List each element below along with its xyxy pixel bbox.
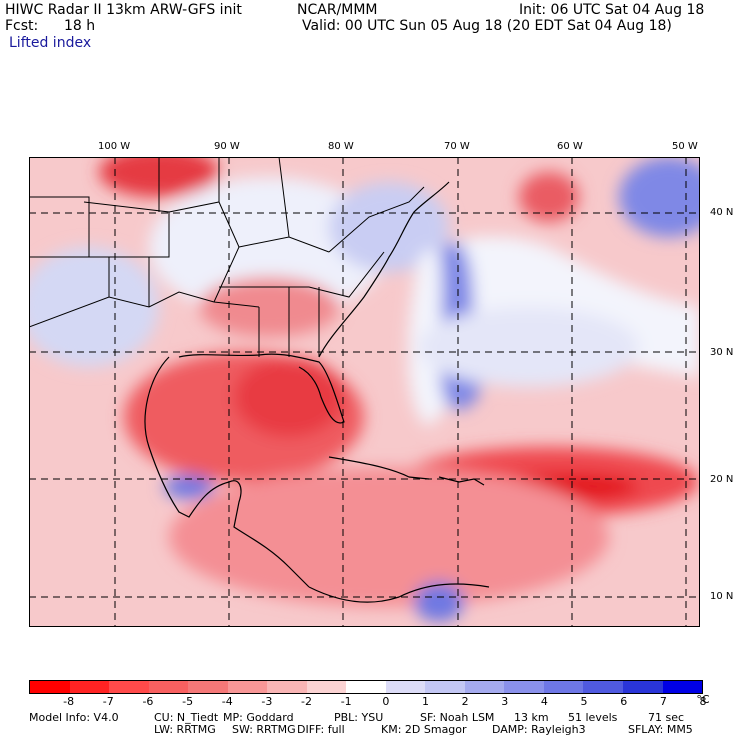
lon-label: 80 W xyxy=(328,141,354,152)
southeast-us-unstable xyxy=(199,277,339,337)
colorbar xyxy=(29,680,703,694)
colorbar-tick-label: -1 xyxy=(340,695,352,708)
colorbar-tick-label: 2 xyxy=(461,695,469,708)
footer-item: PBL: YSU xyxy=(334,711,384,724)
colorbar-tick-label: -5 xyxy=(182,695,194,708)
stable-region-central-us xyxy=(149,177,389,317)
valid-time: Valid: 00 UTC Sun 05 Aug 18 (20 EDT Sat … xyxy=(302,18,672,34)
colorbar-tick-label: 0 xyxy=(382,695,390,708)
lat-label: 20 N xyxy=(710,474,734,485)
colorbar-segment xyxy=(543,681,584,693)
state-border xyxy=(83,201,170,258)
colorbar-segment xyxy=(267,681,307,693)
lifted-index-map xyxy=(29,157,700,627)
footer-item: DIFF: full xyxy=(297,723,345,736)
colorbar-unit: °C xyxy=(696,693,710,706)
lat-label: 40 N xyxy=(710,207,734,218)
footer-item: SW: RRTMG xyxy=(232,723,296,736)
colorbar-tick-label: 1 xyxy=(421,695,429,708)
political-boundaries xyxy=(29,157,425,357)
colorbar-segment xyxy=(148,681,189,693)
cuba-coast xyxy=(328,456,430,480)
colorbar-segment xyxy=(109,681,149,693)
gulf-core xyxy=(234,357,344,437)
colorbar-segment xyxy=(30,681,70,693)
forecast-hour: 18 h xyxy=(64,18,96,34)
stable-region-northeast xyxy=(329,182,449,272)
footer-item: SFLAY: MM5 xyxy=(628,723,693,736)
footer-item: 71 sec xyxy=(648,711,685,724)
footer-item: 51 levels xyxy=(568,711,618,724)
state-border xyxy=(29,291,260,328)
footer-item: MP: Goddard xyxy=(223,711,294,724)
colorbar-segment xyxy=(622,681,663,693)
field-shading xyxy=(29,157,700,622)
footer-item: KM: 2D Smagor xyxy=(381,723,467,736)
lat-label: 30 N xyxy=(710,347,734,358)
central-america-coast xyxy=(308,583,490,603)
model-title: HIWC Radar II 13km ARW-GFS init xyxy=(5,2,242,18)
colorbar-tick-label: -6 xyxy=(142,695,154,708)
colorbar-segment xyxy=(346,681,386,693)
colorbar-tick-label: 5 xyxy=(580,695,588,708)
state-border xyxy=(168,201,240,303)
colorbar-tick-label: -2 xyxy=(301,695,312,708)
graticule xyxy=(29,157,700,627)
lon-label: 90 W xyxy=(214,141,240,152)
lat-label: 10 N xyxy=(710,591,734,602)
us-gulf-coast xyxy=(178,353,345,424)
colorbar-segment xyxy=(227,681,268,693)
north-atlantic-stable xyxy=(619,157,700,237)
state-border xyxy=(328,186,425,253)
map-frame xyxy=(29,157,700,627)
state-border xyxy=(29,196,90,258)
state-border xyxy=(219,251,385,298)
lon-label: 70 W xyxy=(444,141,470,152)
colorbar-segment xyxy=(69,681,110,693)
state-border xyxy=(158,157,290,238)
stable-region-plains xyxy=(29,247,159,367)
colorbar-segment xyxy=(385,681,426,693)
colorbar-segment xyxy=(662,681,703,693)
field-name: Lifted index xyxy=(9,35,92,51)
colorbar-segment xyxy=(425,681,465,693)
lon-label: 60 W xyxy=(557,141,583,152)
colorbar-segment xyxy=(583,681,623,693)
colorbar-segment xyxy=(464,681,505,693)
forecast-label: Fcst: xyxy=(5,18,39,34)
lon-label: 50 W xyxy=(672,141,698,152)
nova-scotia-unstable xyxy=(519,172,579,222)
state-border xyxy=(108,257,150,307)
map-canvas xyxy=(29,157,700,627)
coastlines xyxy=(144,181,490,603)
footer-item: 13 km xyxy=(514,711,549,724)
colorbar-segment xyxy=(188,681,228,693)
organization: NCAR/MMM xyxy=(297,2,378,18)
colorbar-tick-label: 6 xyxy=(620,695,628,708)
colorbar-tick-label: 3 xyxy=(501,695,509,708)
footer-item: Model Info: V4.0 xyxy=(29,711,119,724)
yucatan-stable-spot xyxy=(164,475,214,499)
colorbar-tick-label: 7 xyxy=(659,695,667,708)
gulf-coast xyxy=(144,356,310,588)
colorbar-tick-label: -7 xyxy=(102,695,114,708)
colorbar-tick-label: -3 xyxy=(261,695,273,708)
footer-item: SF: Noah LSM xyxy=(420,711,495,724)
us-east-coast xyxy=(318,181,450,358)
state-border xyxy=(258,287,320,357)
footer-item: LW: RRTMG xyxy=(154,723,216,736)
footer-item: DAMP: Rayleigh3 xyxy=(492,723,586,736)
lon-label: 100 W xyxy=(98,141,131,152)
central-atlantic-stable xyxy=(419,307,639,387)
south-america-stable-spot xyxy=(414,582,464,622)
colorbar-tick-label: -4 xyxy=(221,695,233,708)
colorbar-segment xyxy=(306,681,347,693)
footer-item: CU: N_Tiedt xyxy=(154,711,219,724)
colorbar-tick-label: 4 xyxy=(540,695,548,708)
colorbar-tick-label: -8 xyxy=(63,695,75,708)
southern-unstable xyxy=(169,467,609,607)
colorbar-tick-label: 8 xyxy=(699,695,707,708)
init-time: Init: 06 UTC Sat 04 Aug 18 xyxy=(519,2,705,18)
colorbar-segment xyxy=(504,681,544,693)
